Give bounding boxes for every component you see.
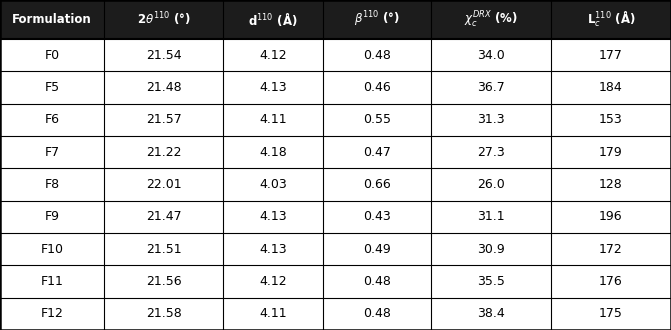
Text: 21.51: 21.51 — [146, 243, 182, 256]
Bar — [0, 233, 671, 265]
Text: 175: 175 — [599, 307, 623, 320]
Text: 184: 184 — [599, 81, 623, 94]
Text: 0.46: 0.46 — [363, 81, 391, 94]
Text: F9: F9 — [44, 210, 60, 223]
Bar — [0, 201, 671, 233]
Text: 172: 172 — [599, 243, 623, 256]
Text: 21.56: 21.56 — [146, 275, 182, 288]
Text: 0.47: 0.47 — [363, 146, 391, 159]
Text: 128: 128 — [599, 178, 623, 191]
Text: 0.48: 0.48 — [363, 49, 391, 62]
Text: F0: F0 — [44, 49, 60, 62]
Text: 26.0: 26.0 — [477, 178, 505, 191]
Text: F8: F8 — [44, 178, 60, 191]
Text: 0.49: 0.49 — [363, 243, 391, 256]
Text: 27.3: 27.3 — [477, 146, 505, 159]
Text: 34.0: 34.0 — [477, 49, 505, 62]
Text: 196: 196 — [599, 210, 623, 223]
Bar — [0, 0, 671, 39]
Text: F5: F5 — [44, 81, 60, 94]
Bar — [0, 168, 671, 201]
Text: L$_c^{110}$ (Å): L$_c^{110}$ (Å) — [586, 10, 635, 29]
Text: F7: F7 — [44, 146, 60, 159]
Text: F10: F10 — [40, 243, 64, 256]
Text: $\chi_c^{DRX}$ (%): $\chi_c^{DRX}$ (%) — [464, 10, 518, 29]
Text: 21.58: 21.58 — [146, 307, 182, 320]
Text: 4.11: 4.11 — [259, 307, 287, 320]
Text: 179: 179 — [599, 146, 623, 159]
Bar — [0, 136, 671, 168]
Text: 0.43: 0.43 — [363, 210, 391, 223]
Text: Formulation: Formulation — [12, 13, 92, 26]
Text: 4.12: 4.12 — [259, 49, 287, 62]
Text: 0.55: 0.55 — [363, 113, 391, 126]
Bar — [0, 39, 671, 71]
Bar — [0, 71, 671, 104]
Text: 177: 177 — [599, 49, 623, 62]
Text: 21.54: 21.54 — [146, 49, 182, 62]
Bar — [0, 265, 671, 298]
Text: 4.11: 4.11 — [259, 113, 287, 126]
Text: F12: F12 — [40, 307, 64, 320]
Text: 4.13: 4.13 — [259, 210, 287, 223]
Text: 31.1: 31.1 — [477, 210, 505, 223]
Text: 21.47: 21.47 — [146, 210, 182, 223]
Text: 4.03: 4.03 — [259, 178, 287, 191]
Text: 0.48: 0.48 — [363, 275, 391, 288]
Text: 0.66: 0.66 — [363, 178, 391, 191]
Text: 153: 153 — [599, 113, 623, 126]
Text: $\beta^{110}$ (°): $\beta^{110}$ (°) — [354, 10, 400, 29]
Bar — [0, 104, 671, 136]
Bar — [0, 298, 671, 330]
Text: F6: F6 — [44, 113, 60, 126]
Text: 31.3: 31.3 — [477, 113, 505, 126]
Text: 36.7: 36.7 — [477, 81, 505, 94]
Text: 176: 176 — [599, 275, 623, 288]
Text: 4.13: 4.13 — [259, 243, 287, 256]
Text: 4.12: 4.12 — [259, 275, 287, 288]
Text: 35.5: 35.5 — [477, 275, 505, 288]
Text: d$^{110}$ (Å): d$^{110}$ (Å) — [248, 11, 298, 28]
Text: 4.13: 4.13 — [259, 81, 287, 94]
Text: 2$\theta^{110}$ (°): 2$\theta^{110}$ (°) — [137, 11, 191, 28]
Text: 4.18: 4.18 — [259, 146, 287, 159]
Text: 21.57: 21.57 — [146, 113, 182, 126]
Text: 22.01: 22.01 — [146, 178, 182, 191]
Text: 38.4: 38.4 — [477, 307, 505, 320]
Text: 0.48: 0.48 — [363, 307, 391, 320]
Text: F11: F11 — [40, 275, 64, 288]
Text: 30.9: 30.9 — [477, 243, 505, 256]
Text: 21.48: 21.48 — [146, 81, 182, 94]
Text: 21.22: 21.22 — [146, 146, 181, 159]
